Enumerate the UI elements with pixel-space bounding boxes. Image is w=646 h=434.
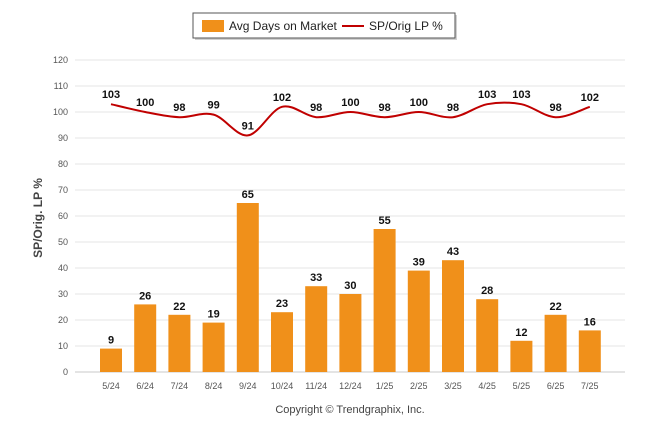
x-tick-label: 6/24 — [136, 381, 154, 391]
x-tick-label: 6/25 — [547, 381, 565, 391]
x-tick-label: 3/25 — [444, 381, 462, 391]
bar-value-label: 9 — [108, 335, 114, 347]
line-value-label: 98 — [447, 102, 459, 114]
bar-value-label: 30 — [344, 280, 356, 292]
x-tick-label: 4/25 — [478, 381, 496, 391]
y-tick-label: 20 — [58, 315, 68, 325]
y-tick-label: 0 — [63, 367, 68, 377]
y-axis-title: SP/Orig. LP % — [31, 178, 45, 258]
y-tick-label: 120 — [53, 55, 68, 65]
legend: Avg Days on Market SP/Orig LP % — [192, 12, 457, 40]
bar — [100, 348, 122, 372]
bar-value-label: 16 — [584, 316, 596, 328]
bar-value-label: 12 — [515, 327, 527, 339]
y-tick-label: 110 — [54, 81, 68, 91]
line-value-label: 91 — [242, 120, 254, 132]
line-value-label: 100 — [341, 97, 359, 109]
line-value-label: 99 — [207, 100, 219, 112]
x-tick-label: 9/24 — [239, 381, 257, 391]
line-value-label: 100 — [410, 97, 428, 109]
y-tick-label: 80 — [58, 159, 68, 169]
line-value-label: 100 — [136, 97, 154, 109]
bar-value-label: 55 — [378, 215, 390, 227]
y-tick-label: 70 — [58, 185, 68, 195]
x-axis-ticks: 5/24 6/24 7/24 8/24 9/24 10/24 11/24 12/24 1/25 2… — [102, 381, 598, 391]
bar — [339, 294, 362, 372]
legend-line-label: SP/Orig LP % — [369, 19, 443, 33]
bar — [168, 314, 191, 372]
bar-value-label: 65 — [242, 189, 254, 201]
line-value-label: 98 — [549, 102, 561, 114]
legend-bar-label: Avg Days on Market — [229, 19, 337, 33]
bar — [407, 270, 430, 372]
bar — [476, 299, 499, 372]
copyright-footer: Copyright © Trendgraphix, Inc. — [275, 404, 424, 416]
line-value-label: 98 — [378, 102, 390, 114]
x-tick-label: 8/24 — [205, 381, 223, 391]
bar — [305, 286, 328, 372]
line-value-label: 102 — [581, 92, 599, 104]
y-tick-label: 10 — [58, 341, 68, 351]
line-data-labels: 103 100 98 99 91 102 98 100 98 100 98 103 103 98 102 — [102, 89, 599, 132]
bar-series — [100, 203, 601, 372]
legend-bar-swatch — [202, 20, 224, 32]
y-tick-label: 100 — [53, 107, 68, 117]
bar-value-label: 33 — [310, 272, 322, 284]
x-tick-label: 2/25 — [410, 381, 428, 391]
bar — [134, 304, 157, 372]
y-tick-label: 60 — [58, 211, 68, 221]
x-tick-label: 10/24 — [271, 381, 294, 391]
grid-lines — [75, 59, 625, 373]
legend-frame — [192, 12, 456, 39]
bar-value-label: 23 — [276, 298, 288, 310]
line-path — [110, 101, 591, 137]
line-value-label: 98 — [310, 102, 322, 114]
x-tick-label: 5/25 — [513, 381, 531, 391]
bar-value-label: 28 — [481, 285, 493, 297]
x-tick-label: 7/25 — [581, 381, 599, 391]
bar-data-labels: 9 26 22 19 65 23 33 30 55 39 43 28 12 22 16 — [108, 189, 596, 347]
y-tick-label: 50 — [58, 237, 68, 247]
bar — [442, 260, 464, 372]
line-series — [110, 101, 591, 137]
bar-value-label: 26 — [139, 290, 151, 302]
bar — [271, 312, 293, 372]
x-tick-label: 12/24 — [339, 381, 362, 391]
bar — [510, 340, 533, 372]
bar — [373, 229, 396, 372]
bar — [578, 330, 601, 372]
line-value-label: 102 — [273, 92, 291, 104]
line-value-label: 103 — [512, 89, 530, 101]
bar-value-label: 39 — [413, 257, 425, 269]
y-tick-label: 90 — [58, 133, 68, 143]
bar-value-label: 22 — [173, 301, 185, 313]
y-tick-label: 40 — [58, 263, 68, 273]
x-tick-label: 5/24 — [102, 381, 120, 391]
bar-value-label: 43 — [447, 246, 459, 258]
bar — [202, 322, 225, 372]
line-value-label: 103 — [102, 89, 120, 101]
y-axis-ticks: 0 10 20 30 40 50 60 70 80 90 100 110 120 — [53, 55, 68, 377]
bar — [236, 203, 259, 372]
bar — [544, 314, 567, 372]
bar-value-label: 22 — [549, 301, 561, 313]
y-tick-label: 30 — [58, 289, 68, 299]
x-tick-label: 7/24 — [171, 381, 189, 391]
x-tick-label: 11/24 — [305, 381, 327, 391]
line-value-label: 98 — [173, 102, 185, 114]
x-tick-label: 1/25 — [376, 381, 394, 391]
line-value-label: 103 — [478, 89, 496, 101]
bar-value-label: 19 — [207, 309, 219, 321]
